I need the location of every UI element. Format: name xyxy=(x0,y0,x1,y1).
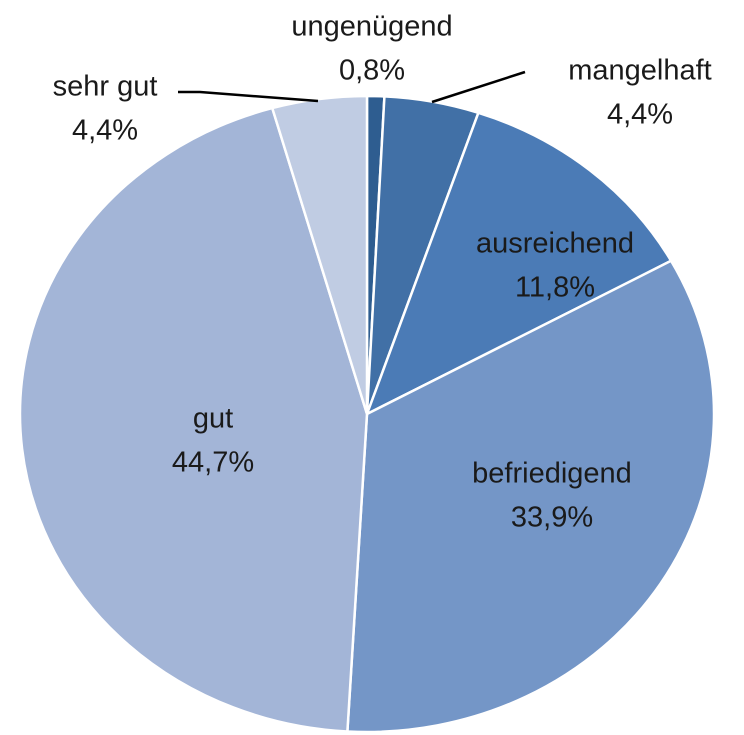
slice-label: sehr gut xyxy=(53,71,158,103)
pie-slice xyxy=(364,111,673,417)
pie-slice xyxy=(346,259,716,734)
leader-line xyxy=(178,90,319,103)
slice-label: mangelhaft xyxy=(568,55,712,87)
value-label: 11,8% xyxy=(515,272,595,304)
value-label: 4,4% xyxy=(72,115,138,147)
slice-label: befriedigend xyxy=(472,458,632,490)
slice-label: gut xyxy=(193,403,233,435)
leader-line xyxy=(431,70,526,104)
value-label: 33,9% xyxy=(511,502,593,534)
value-label: 0,8% xyxy=(339,55,405,87)
slice-label: ungenügend xyxy=(291,11,452,43)
pie-slice xyxy=(18,106,369,733)
slice-label: ausreichend xyxy=(476,228,634,260)
pie-slice xyxy=(270,94,369,415)
value-label: 44,7% xyxy=(172,447,254,479)
value-label: 4,4% xyxy=(607,99,673,131)
